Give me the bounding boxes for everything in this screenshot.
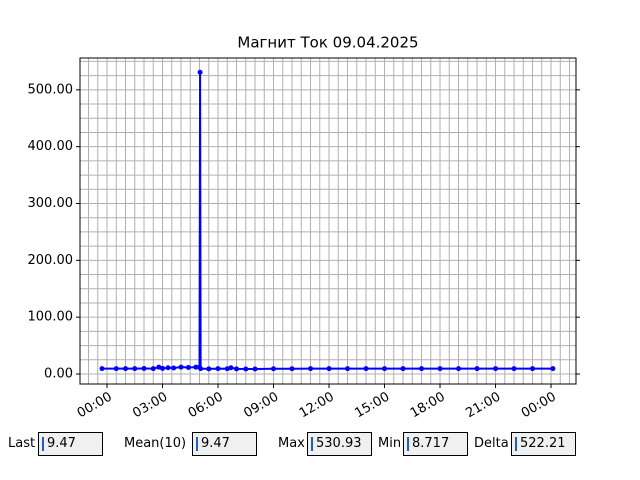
stat-value: 8.717: [412, 436, 450, 451]
stat-label: Max: [278, 436, 305, 451]
stat-value: 9.47: [47, 436, 76, 451]
stat-field[interactable]: 9.47: [192, 432, 257, 456]
stat-field[interactable]: 522.21: [511, 432, 576, 456]
data-point: [550, 366, 556, 372]
chart-title: Магнит Ток 09.04.2025: [237, 34, 418, 52]
x-tick-label: 18:00: [408, 390, 448, 422]
data-point: [178, 364, 184, 370]
stat-label: Delta: [474, 436, 509, 451]
data-point: [289, 366, 295, 372]
y-tick-label: 300.00: [28, 196, 74, 211]
data-point: [123, 366, 129, 372]
data-point: [234, 366, 240, 372]
data-point: [437, 366, 443, 372]
y-tick-label: 100.00: [28, 310, 74, 325]
data-point: [206, 366, 212, 372]
data-point: [243, 366, 249, 372]
data-point: [308, 366, 314, 372]
data-point: [132, 366, 138, 372]
data-point: [150, 366, 156, 372]
x-tick-label: 15:00: [352, 390, 392, 422]
data-point: [363, 366, 369, 372]
stat-field[interactable]: 530.93: [307, 432, 372, 456]
data-point: [493, 366, 499, 372]
y-tick-label: 400.00: [28, 139, 74, 154]
stat-field[interactable]: 8.717: [403, 432, 468, 456]
data-point: [113, 366, 119, 372]
data-point: [345, 366, 351, 372]
data-point: [160, 365, 166, 371]
x-tick-label: 12:00: [297, 390, 337, 422]
x-tick-label: 09:00: [241, 390, 281, 422]
stat-label: Mean(10): [124, 436, 187, 451]
data-point: [193, 364, 199, 370]
data-line: [102, 72, 553, 371]
data-point: [400, 366, 406, 372]
data-point: [228, 365, 234, 371]
x-tick-label: 21:00: [463, 390, 503, 422]
stat-label: Last: [8, 436, 36, 451]
stat-value: 9.47: [201, 436, 230, 451]
data-point: [252, 366, 258, 372]
plot-frame: [79, 57, 577, 385]
stat-field[interactable]: 9.47: [38, 432, 103, 456]
x-tick-label: 00:00: [75, 390, 115, 422]
data-point: [474, 366, 480, 372]
stat-value: 530.93: [316, 436, 362, 451]
data-point: [197, 69, 203, 75]
data-point: [419, 366, 425, 372]
y-tick-label: 0.00: [44, 366, 73, 381]
x-tick-label: 00:00: [519, 390, 559, 422]
data-point: [530, 366, 536, 372]
data-point: [382, 366, 388, 372]
y-tick-label: 500.00: [28, 82, 74, 97]
data-point: [456, 366, 462, 372]
data-point: [511, 366, 517, 372]
data-point: [99, 366, 105, 372]
data-point: [215, 366, 221, 372]
data-point: [141, 366, 147, 372]
stat-label: Min: [378, 436, 402, 451]
data-point: [185, 364, 191, 370]
data-point: [171, 365, 177, 371]
data-point: [271, 366, 277, 372]
stat-value: 522.21: [520, 436, 566, 451]
data-point: [198, 366, 204, 372]
x-tick-label: 06:00: [186, 390, 226, 422]
y-tick-label: 200.00: [28, 253, 74, 268]
data-point: [326, 366, 332, 372]
x-tick-label: 03:00: [130, 390, 170, 422]
data-point: [165, 365, 171, 371]
